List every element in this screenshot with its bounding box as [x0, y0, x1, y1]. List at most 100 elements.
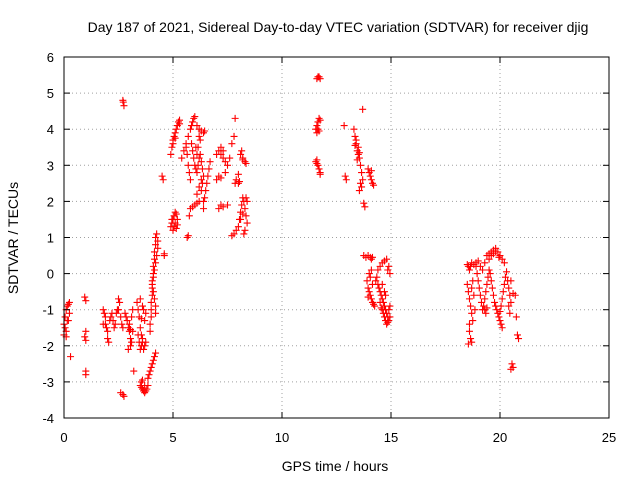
- data-point: [135, 338, 143, 346]
- data-point: [200, 197, 208, 205]
- x-tick-label: 10: [275, 430, 289, 445]
- x-tick-label: 25: [602, 430, 616, 445]
- data-point: [137, 315, 145, 323]
- data-point: [234, 223, 242, 231]
- data-point: [385, 262, 393, 270]
- data-point: [152, 309, 160, 317]
- data-point: [137, 378, 145, 386]
- data-point: [195, 154, 203, 162]
- data-point: [159, 176, 167, 184]
- data-point: [375, 284, 383, 292]
- data-point: [170, 132, 178, 140]
- data-point: [169, 140, 177, 148]
- data-point: [153, 252, 161, 260]
- data-point: [242, 159, 250, 167]
- data-point: [126, 326, 134, 334]
- data-point: [149, 356, 157, 364]
- data-point: [219, 147, 227, 155]
- data-point: [152, 234, 160, 241]
- data-point: [119, 98, 127, 106]
- data-point: [241, 226, 249, 234]
- data-point: [110, 324, 118, 332]
- data-point: [365, 270, 373, 278]
- data-point: [496, 317, 504, 325]
- chart-title: Day 187 of 2021, Sidereal Day-to-day VTE…: [88, 19, 589, 35]
- data-point: [384, 266, 392, 274]
- data-point: [313, 122, 321, 130]
- data-point: [231, 114, 239, 122]
- data-point: [191, 113, 199, 121]
- data-point: [142, 309, 150, 317]
- data-point: [224, 201, 231, 209]
- data-point: [364, 165, 372, 173]
- data-point: [238, 201, 246, 209]
- data-point: [239, 156, 247, 164]
- data-point: [82, 297, 90, 305]
- data-point: [201, 194, 209, 202]
- data-point: [147, 298, 155, 306]
- data-point: [243, 219, 251, 227]
- data-point: [142, 338, 150, 346]
- data-point: [492, 248, 500, 256]
- y-tick-label: -2: [42, 339, 54, 354]
- data-point: [182, 143, 190, 151]
- data-point: [496, 308, 504, 316]
- data-point: [378, 306, 386, 314]
- data-point: [173, 221, 181, 229]
- data-point: [226, 154, 234, 162]
- data-point: [235, 178, 243, 186]
- data-point: [160, 252, 168, 260]
- data-point: [195, 132, 203, 140]
- data-point: [125, 320, 133, 328]
- data-point: [481, 259, 489, 267]
- data-point: [154, 237, 162, 245]
- data-point: [340, 122, 348, 130]
- data-point: [118, 320, 126, 328]
- data-point: [190, 114, 198, 122]
- data-point: [193, 150, 201, 158]
- data-point: [111, 320, 119, 328]
- data-point: [316, 170, 324, 178]
- data-point: [221, 169, 229, 177]
- data-point: [367, 266, 375, 274]
- data-point: [195, 183, 203, 191]
- data-point: [149, 262, 157, 270]
- data-point: [150, 295, 158, 303]
- data-point: [314, 125, 322, 133]
- data-point: [206, 158, 214, 166]
- data-point: [498, 324, 506, 332]
- data-point: [479, 266, 487, 274]
- data-point: [221, 158, 229, 166]
- data-point: [115, 295, 122, 303]
- data-point: [488, 284, 496, 292]
- data-point: [224, 161, 231, 169]
- data-point: [202, 187, 210, 195]
- data-point: [107, 313, 115, 321]
- data-point: [184, 161, 192, 169]
- data-point: [149, 273, 157, 281]
- data-point: [176, 120, 184, 128]
- data-point: [153, 230, 161, 238]
- data-point: [491, 298, 499, 306]
- data-point: [140, 306, 148, 314]
- data-point: [465, 327, 473, 335]
- data-point: [500, 259, 508, 267]
- data-point: [368, 179, 376, 187]
- data-point: [505, 302, 513, 310]
- data-point: [171, 134, 179, 142]
- data-point: [470, 291, 478, 299]
- data-point: [82, 371, 90, 379]
- data-point: [141, 382, 149, 390]
- data-point: [468, 284, 476, 292]
- data-point: [128, 338, 136, 346]
- data-point: [358, 169, 366, 177]
- data-point: [168, 215, 176, 223]
- data-point: [150, 248, 158, 256]
- data-point: [465, 320, 473, 328]
- data-point: [474, 277, 482, 285]
- data-point: [144, 374, 152, 382]
- data-point: [367, 167, 375, 175]
- data-point: [136, 295, 144, 303]
- data-point: [152, 259, 160, 267]
- data-point: [196, 136, 204, 144]
